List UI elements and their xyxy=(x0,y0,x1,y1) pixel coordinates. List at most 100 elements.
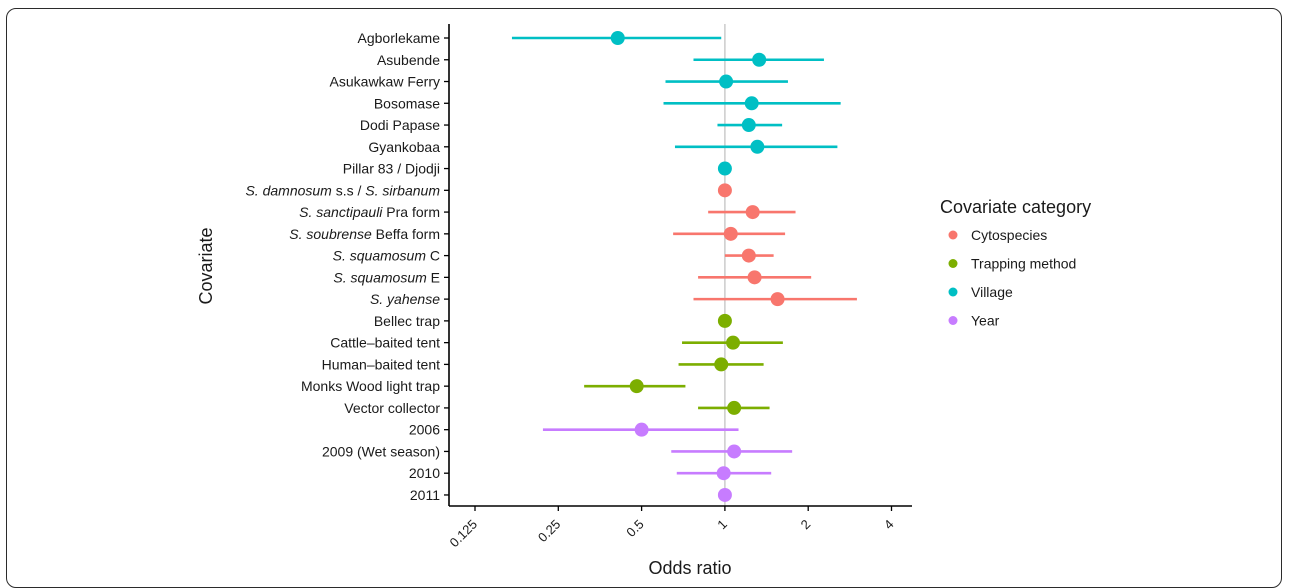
covariate-label-part: – xyxy=(367,335,375,351)
covariate-label: Gyankobaa xyxy=(368,139,440,155)
x-axis-ticks: 0.125 0.25 0.5 1 2 4 xyxy=(447,506,897,550)
covariate-label-part: E xyxy=(427,269,440,285)
covariate-label-part: Beffa form xyxy=(372,226,440,242)
covariate-label-part: Asubende xyxy=(377,52,440,68)
legend-title: Covariate category xyxy=(940,197,1091,217)
covariate-label: S. yahense xyxy=(370,291,440,307)
covariate-label: Vector collector xyxy=(344,400,440,416)
x-axis-title: Odds ratio xyxy=(648,558,731,578)
point-estimate xyxy=(714,357,729,372)
legend: Covariate category Cytospecies Trapping m… xyxy=(940,197,1091,329)
point-estimate xyxy=(747,270,762,285)
covariate-label-part: S. squamosum xyxy=(333,248,427,264)
covariate-label-part: 2006 xyxy=(409,422,440,438)
covariate-label: S. squamosum C xyxy=(333,248,440,264)
point-estimate xyxy=(727,444,742,459)
x-tick-label: 4 xyxy=(881,517,897,533)
covariate-label: 2010 xyxy=(409,465,440,481)
point-estimate xyxy=(726,335,741,350)
covariate-label: Bellec trap xyxy=(374,313,440,329)
covariate-label-part: Gyankobaa xyxy=(368,139,440,155)
covariate-label-part: 2011 xyxy=(410,487,440,503)
legend-swatch xyxy=(948,316,958,325)
covariate-label-part: S. sanctipauli xyxy=(299,204,383,220)
point-estimate xyxy=(770,292,785,307)
point-estimate xyxy=(741,118,756,133)
legend-swatch xyxy=(948,287,958,297)
covariate-label: Asukawkaw Ferry xyxy=(330,74,440,90)
point-estimate xyxy=(727,400,742,415)
legend-swatch xyxy=(948,259,958,268)
covariate-label: Monks Wood light trap xyxy=(301,378,440,394)
covariate-label-part: s.s / xyxy=(332,182,365,198)
x-tick-label: 0.125 xyxy=(447,517,481,551)
covariate-label: Pillar 83 / Djodji xyxy=(343,161,440,177)
covariate-label: Human–baited tent xyxy=(322,356,440,372)
legend-label: Village xyxy=(971,284,1013,300)
covariate-label-part: S. damnosum xyxy=(245,182,332,198)
covariate-label: 2006 xyxy=(409,422,440,438)
covariate-label-part: Dodi Papase xyxy=(360,117,440,133)
legend-items: Cytospecies Trapping method Village Year xyxy=(948,227,1076,329)
covariate-label: Asubende xyxy=(377,52,440,68)
covariate-label-part: Asukawkaw Ferry xyxy=(330,74,440,90)
axes xyxy=(444,24,912,507)
x-tick-label: 2 xyxy=(798,517,814,533)
covariate-label-part: S. squamosum xyxy=(333,269,427,285)
point-estimate xyxy=(610,31,625,45)
legend-label: Cytospecies xyxy=(971,227,1047,243)
legend-label: Year xyxy=(971,313,1000,329)
covariate-label-part: Cattle xyxy=(330,335,367,351)
covariate-label-part: Human xyxy=(322,356,367,372)
point-estimate xyxy=(717,313,732,328)
covariate-label-part: Pra form xyxy=(382,204,440,220)
covariate-label-part: 2009 (Wet season) xyxy=(322,443,440,459)
point-estimate xyxy=(744,96,759,111)
y-axis-title: Covariate xyxy=(196,227,216,304)
covariate-label: S. soubrense Beffa form xyxy=(289,226,440,242)
covariate-label-part: – xyxy=(367,356,375,372)
legend-label: Trapping method xyxy=(971,256,1076,272)
covariate-label-part: C xyxy=(426,248,440,264)
covariate-label: Cattle–baited tent xyxy=(330,335,440,351)
point-estimate xyxy=(634,422,649,437)
point-estimate xyxy=(717,183,732,198)
covariate-label-part: Pillar 83 / Djodji xyxy=(343,161,440,177)
covariate-label-part: S. sirbanum xyxy=(365,182,440,198)
covariate-label-part: Bellec trap xyxy=(374,313,440,329)
point-estimate xyxy=(750,139,765,154)
covariate-label-part: Agborlekame xyxy=(358,30,441,46)
covariate-label-part: 2010 xyxy=(409,465,440,481)
point-estimate xyxy=(717,487,732,502)
confidence-intervals xyxy=(511,36,857,475)
covariate-label-part: S. soubrense xyxy=(289,226,372,242)
point-estimate xyxy=(745,205,760,220)
covariate-label-part: Vector collector xyxy=(344,400,440,416)
point-estimate xyxy=(716,466,731,481)
point-estimate xyxy=(741,248,756,263)
point-estimate xyxy=(719,74,734,89)
point-estimate xyxy=(717,161,732,176)
covariate-label: S. damnosum s.s / S. sirbanum xyxy=(245,182,440,198)
covariate-label: 2009 (Wet season) xyxy=(322,443,440,459)
covariate-label-part: baited tent xyxy=(375,335,440,351)
covariate-label: S. sanctipauli Pra form xyxy=(299,204,440,220)
x-tick-label: 1 xyxy=(714,517,730,533)
covariate-label: S. squamosum E xyxy=(333,269,440,285)
covariate-label: 2011 xyxy=(410,487,440,503)
point-estimate xyxy=(723,226,738,241)
covariate-label-part: Bosomase xyxy=(374,95,440,111)
point-estimate xyxy=(629,379,644,394)
covariate-label-part: S. yahense xyxy=(370,291,440,307)
point-estimate xyxy=(752,52,767,67)
covariate-label-part: baited tent xyxy=(375,356,440,372)
x-tick-label: 0.5 xyxy=(623,517,646,540)
covariate-label: Bosomase xyxy=(374,95,440,111)
covariate-label-part: Monks Wood light trap xyxy=(301,378,440,394)
covariate-label: Dodi Papase xyxy=(360,117,440,133)
covariate-label: Agborlekame xyxy=(358,30,441,46)
point-estimates xyxy=(610,31,785,502)
covariate-labels: Agborlekame Asubende Asukawkaw Ferry Bosoma… xyxy=(245,30,440,503)
legend-swatch xyxy=(948,230,958,240)
